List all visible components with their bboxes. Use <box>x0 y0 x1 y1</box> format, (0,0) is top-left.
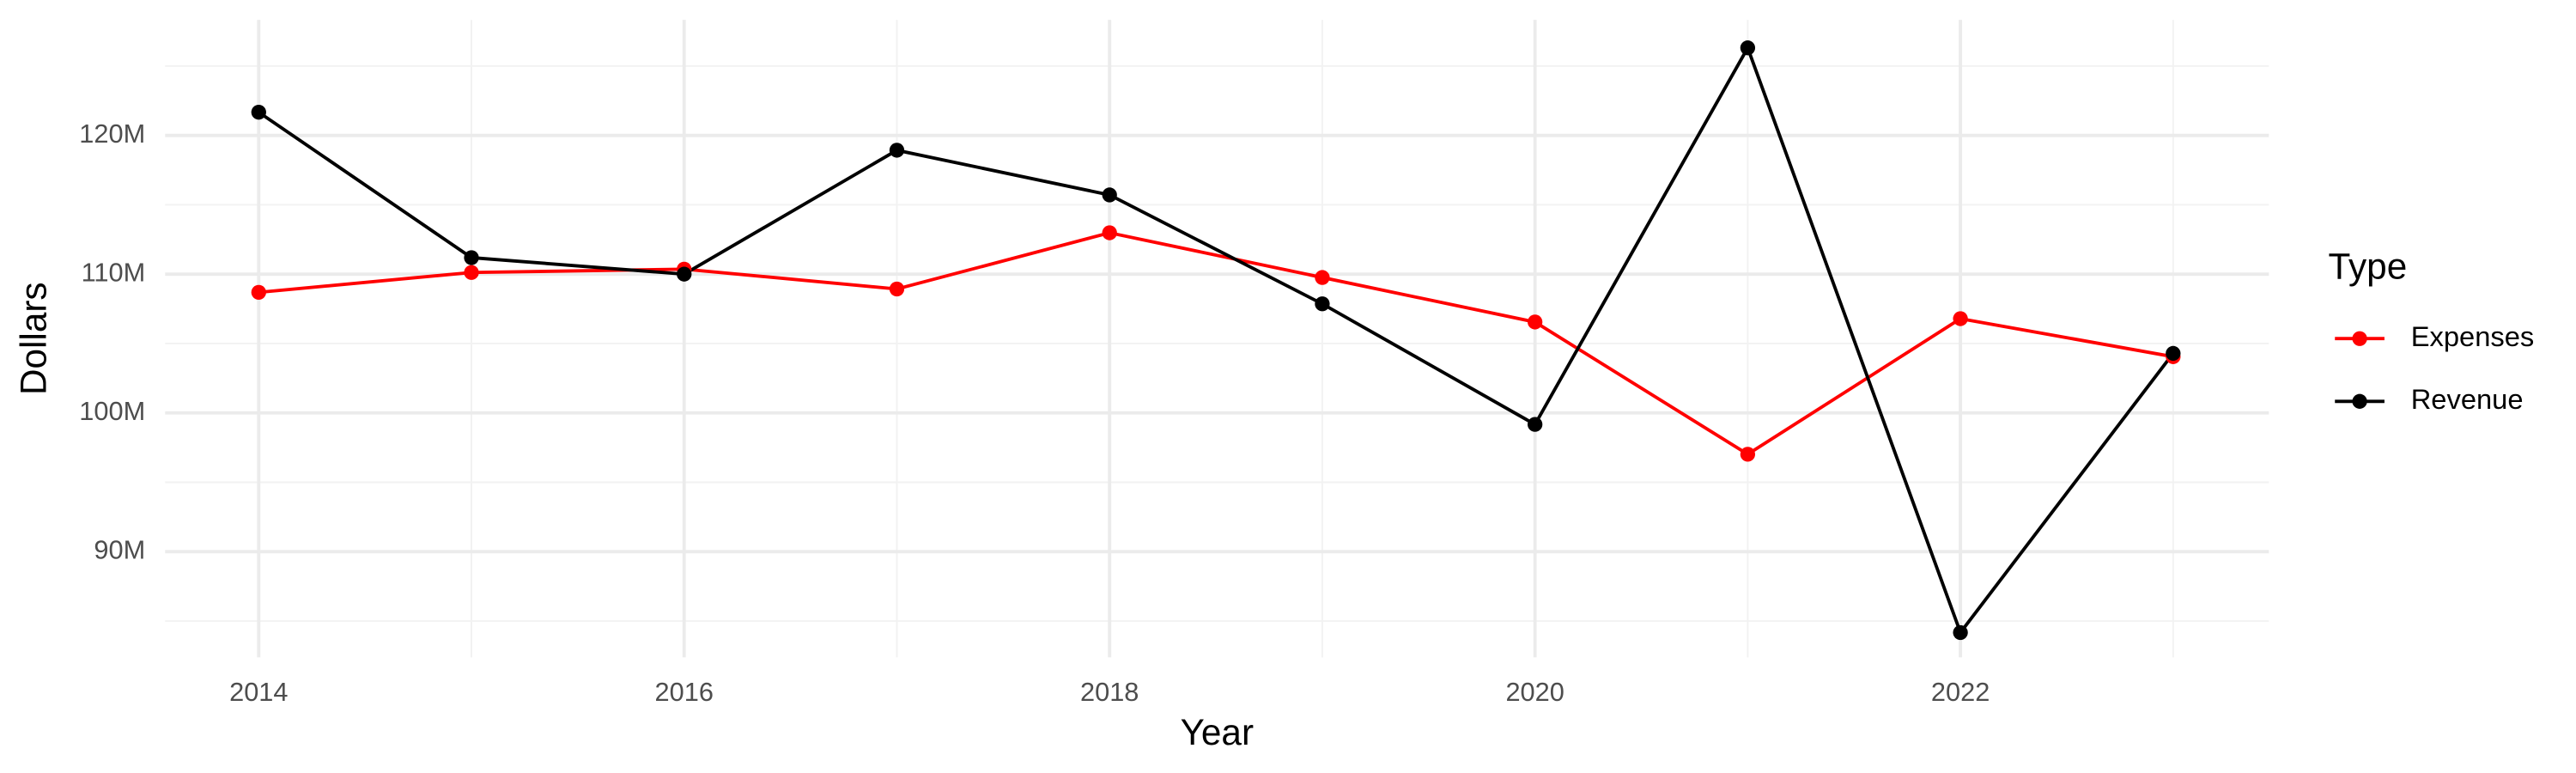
data-point <box>889 281 905 297</box>
data-point <box>251 105 266 120</box>
legend-key-point <box>2352 331 2367 346</box>
series-line <box>258 231 2174 457</box>
data-point <box>464 250 479 265</box>
data-point <box>2166 345 2181 362</box>
y-tick-label: 120M <box>79 119 145 149</box>
legend-title: Type <box>2329 247 2408 287</box>
data-point <box>464 265 479 280</box>
data-point <box>1740 447 1756 462</box>
data-point <box>1315 296 1330 312</box>
data-point <box>1528 314 1543 330</box>
x-tick-label: 2016 <box>655 677 714 707</box>
legend-label: Expenses <box>2411 320 2535 352</box>
data-point <box>677 266 692 282</box>
x-axis-title: Year <box>1181 712 1254 752</box>
x-tick-label: 2022 <box>1931 677 1990 707</box>
data-point <box>1315 270 1330 285</box>
y-tick-label: 90M <box>94 534 145 564</box>
y-tick-label: 110M <box>82 257 146 287</box>
data-point <box>1102 187 1117 203</box>
x-tick-label: 2014 <box>229 677 288 707</box>
y-axis-title: Dollars <box>13 282 53 395</box>
data-point <box>889 143 905 158</box>
x-tick-label: 2020 <box>1505 677 1564 707</box>
legend-key-point <box>2352 393 2367 409</box>
data-point <box>251 284 266 301</box>
series-line <box>258 44 2175 636</box>
x-tick-label: 2018 <box>1080 677 1139 707</box>
grid <box>165 20 2269 658</box>
data-point <box>1740 40 1756 56</box>
data-point <box>1528 417 1543 432</box>
legend-label: Revenue <box>2411 383 2524 415</box>
y-tick-label: 100M <box>79 396 145 426</box>
data-point <box>1102 225 1117 240</box>
data-point <box>1953 311 1968 326</box>
data-point <box>1953 624 1968 641</box>
